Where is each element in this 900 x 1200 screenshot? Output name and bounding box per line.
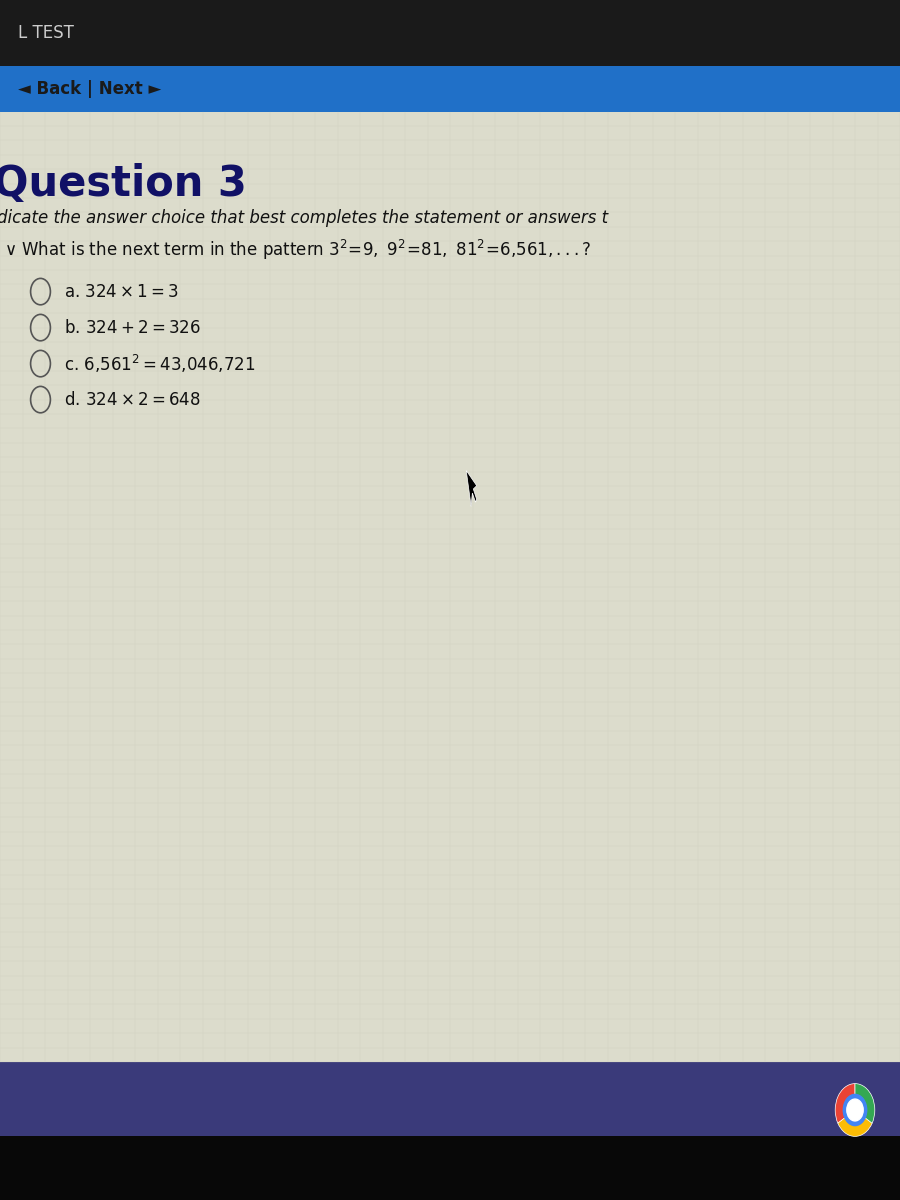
Wedge shape	[838, 1110, 872, 1136]
Circle shape	[847, 1099, 863, 1121]
Text: c. $6{,}561^2 = 43{,}046{,}721$: c. $6{,}561^2 = 43{,}046{,}721$	[64, 353, 256, 374]
FancyBboxPatch shape	[0, 1136, 900, 1200]
FancyBboxPatch shape	[0, 112, 900, 1062]
Text: a. $324 \times 1 = 3$: a. $324 \times 1 = 3$	[64, 282, 179, 300]
Text: Question 3: Question 3	[0, 162, 247, 204]
Text: d. $324 \times 2 = 648$: d. $324 \times 2 = 648$	[64, 390, 201, 408]
Text: dicate the answer choice that best completes the statement or answers t: dicate the answer choice that best compl…	[0, 209, 608, 228]
Circle shape	[843, 1094, 867, 1126]
Text: L TEST: L TEST	[18, 24, 74, 42]
Wedge shape	[855, 1084, 875, 1123]
Text: ◄ Back | Next ►: ◄ Back | Next ►	[18, 79, 161, 97]
Text: $\vee$ What is the next term in the pattern $3^2\!=\!9,\ 9^2\!=\!81,\ 81^2\!=\!6: $\vee$ What is the next term in the patt…	[4, 238, 591, 262]
Wedge shape	[835, 1084, 855, 1123]
FancyBboxPatch shape	[0, 1062, 900, 1136]
Polygon shape	[466, 470, 477, 506]
FancyBboxPatch shape	[0, 0, 900, 66]
FancyBboxPatch shape	[0, 66, 900, 112]
Text: b. $324 + 2 = 326$: b. $324 + 2 = 326$	[64, 318, 201, 336]
